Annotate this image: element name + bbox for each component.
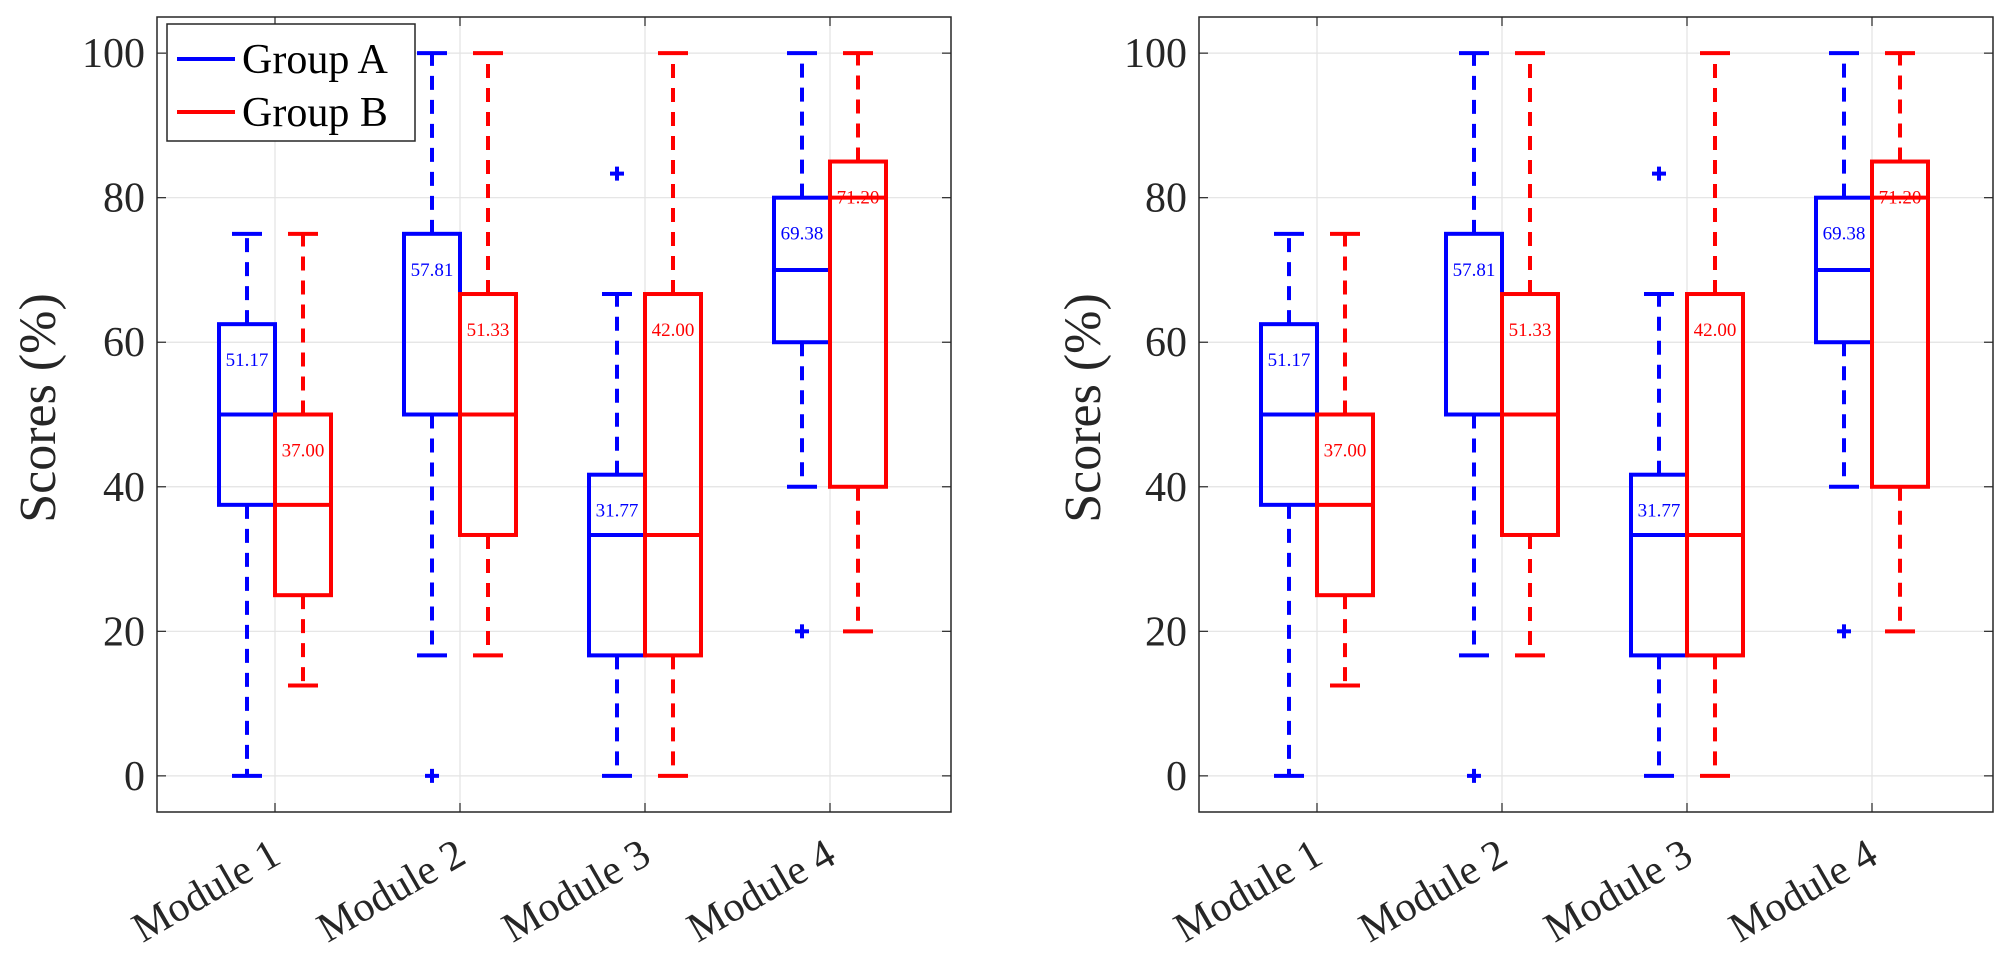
right-y-tick-label: 80 [1145,176,1187,222]
left-y-axis-label: Scores (%) [10,293,67,523]
right-red-mean-label: 71.20 [1879,188,1922,209]
right-x-category-label: Module 3 [1537,831,1700,952]
left-red-box [643,292,703,658]
right-axes-frame [1198,16,1994,813]
right-x-category-label: Module 4 [1722,831,1885,952]
right-red-mean-label: 37.00 [1324,441,1367,462]
left-blue-mean-label: 57.81 [411,260,454,281]
left-y-tick-label: 0 [124,754,145,800]
right-blue-mean-label: 57.81 [1453,260,1496,281]
left-y-tick-label: 60 [103,320,145,366]
right-x-category-label: Module 2 [1352,831,1515,952]
left-y-tick-label: 80 [103,176,145,222]
left-red-mean-label: 51.33 [467,320,510,341]
left-y-tick-label: 40 [103,465,145,511]
right-y-axis-label: Scores (%) [1055,293,1112,523]
left-y-tick-label: 20 [103,609,145,655]
right-y-tick-label: 40 [1145,465,1187,511]
left-x-category-label: Module 3 [495,831,658,952]
left-blue-mean-label: 69.38 [781,224,824,245]
left-y-tick-label: 100 [82,31,145,77]
left-x-category-label: Module 2 [310,831,473,952]
left-red-box [828,159,888,489]
right-y-tick-label: 60 [1145,320,1187,366]
left-x-category-label: Module 4 [680,831,843,952]
right-blue-mean-label: 69.38 [1823,224,1866,245]
right-red-mean-label: 42.00 [1694,320,1737,341]
right-blue-mean-label: 51.17 [1268,350,1311,371]
right-y-tick-label: 20 [1145,609,1187,655]
left-red-mean-label: 42.00 [652,320,695,341]
legend-entry-label: Group B [242,90,388,136]
right-red-box [1870,159,1930,489]
right-y-tick-label: 0 [1166,754,1187,800]
left-x-category-label: Module 1 [125,831,288,952]
left-blue-mean-label: 51.17 [226,350,269,371]
legend-entry-label: Group A [242,37,389,83]
right-red-mean-label: 51.33 [1509,320,1552,341]
right-x-category-label: Module 1 [1167,831,1330,952]
left-red-mean-label: 71.20 [837,188,880,209]
right-blue-mean-label: 31.77 [1638,501,1681,522]
left-red-mean-label: 37.00 [282,441,325,462]
left-blue-mean-label: 31.77 [596,501,639,522]
right-y-tick-label: 100 [1124,31,1187,77]
left-legend: Group A Group B [166,23,416,142]
right-red-box [1685,292,1745,658]
left-axes-frame [156,16,952,813]
legend-box [166,23,416,142]
